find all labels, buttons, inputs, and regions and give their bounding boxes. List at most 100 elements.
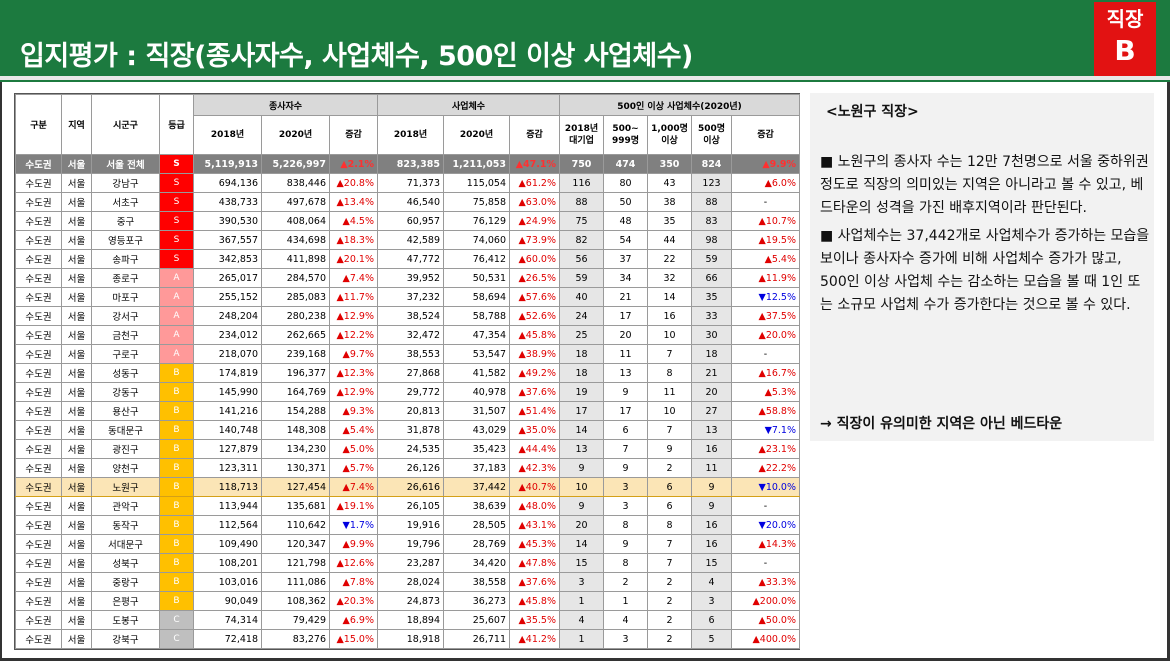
row-category: 수도권 xyxy=(15,344,62,364)
title-divider xyxy=(0,76,1170,80)
row-workers-2018: 174,819 xyxy=(193,363,262,383)
table-row: 수도권 서울 성동구 B 174,819 196,377 ▲12.3% 27,868 41,58… xyxy=(15,363,801,383)
row-workers-2020: 262,665 xyxy=(261,325,330,345)
row-district: 동대문구 xyxy=(91,420,160,440)
row-workers-change: ▲4.5% xyxy=(329,211,378,231)
row-category: 수도권 xyxy=(15,553,62,573)
row-large-1000: 2 xyxy=(647,610,692,630)
table-row: 수도권 서울 구로구 A 218,070 239,168 ▲9.7% 38,553 53,547… xyxy=(15,344,801,364)
row-large-1000: 32 xyxy=(647,268,692,288)
header-biz-2018: 2018년 xyxy=(377,115,444,155)
row-biz-2020: 37,442 xyxy=(443,477,510,497)
table-row: 수도권 서울 영등포구 S 367,557 434,698 ▲18.3% 42,589 74,0… xyxy=(15,230,801,250)
header-large-500-999: 500~ 999명 xyxy=(603,115,648,155)
row-large-change: ▲22.2% xyxy=(730,458,801,478)
row-biz-2018: 823,385 xyxy=(377,154,444,174)
row-biz-change: ▲40.7% xyxy=(509,477,560,497)
row-workers-change: ▲12.9% xyxy=(329,306,378,326)
row-large-500-999: 474 xyxy=(603,154,648,174)
row-large-500: 13 xyxy=(691,420,732,440)
row-workers-change: ▲20.1% xyxy=(329,249,378,269)
row-category: 수도권 xyxy=(15,420,62,440)
row-category: 수도권 xyxy=(15,192,62,212)
row-workers-2018: 218,070 xyxy=(193,344,262,364)
row-large-2018: 14 xyxy=(559,534,604,554)
row-grade: B xyxy=(159,458,194,478)
row-workers-2020: 121,798 xyxy=(261,553,330,573)
row-large-500: 16 xyxy=(691,515,732,535)
row-category: 수도권 xyxy=(15,534,62,554)
row-large-500-999: 34 xyxy=(603,268,648,288)
row-region: 서울 xyxy=(61,249,92,269)
badge-grade: B xyxy=(1114,34,1136,67)
row-biz-2020: 31,507 xyxy=(443,401,510,421)
row-workers-change: ▲7.8% xyxy=(329,572,378,592)
header-row-sub: 2018년 2020년 증감 2018년 2020년 증감 2018년 대기업 … xyxy=(16,115,801,155)
row-biz-change: ▲41.2% xyxy=(509,629,560,649)
row-biz-2018: 38,553 xyxy=(377,344,444,364)
row-biz-2018: 47,772 xyxy=(377,249,444,269)
row-biz-2020: 28,769 xyxy=(443,534,510,554)
row-large-1000: 8 xyxy=(647,515,692,535)
row-district: 송파구 xyxy=(91,249,160,269)
table-row: 수도권 서울 용산구 B 141,216 154,288 ▲9.3% 20,813 31,507… xyxy=(15,401,801,421)
table-row: 수도권 서울 노원구 B 118,713 127,454 ▲7.4% 26,616 37,442… xyxy=(15,477,801,497)
row-large-change: - xyxy=(730,192,801,212)
row-large-500-999: 9 xyxy=(603,382,648,402)
header-workers-2020: 2020년 xyxy=(261,115,330,155)
table-row: 수도권 서울 관악구 B 113,944 135,681 ▲19.1% 26,105 38,63… xyxy=(15,496,801,516)
row-large-1000: 6 xyxy=(647,496,692,516)
row-biz-change: ▲35.0% xyxy=(509,420,560,440)
header-large-2018: 2018년 대기업 xyxy=(559,115,604,155)
row-region: 서울 xyxy=(61,230,92,250)
row-workers-2020: 130,371 xyxy=(261,458,330,478)
row-workers-2018: 112,564 xyxy=(193,515,262,535)
row-biz-2020: 115,054 xyxy=(443,173,510,193)
row-large-1000: 7 xyxy=(647,420,692,440)
row-workers-2018: 113,944 xyxy=(193,496,262,516)
row-biz-change: ▲44.4% xyxy=(509,439,560,459)
row-grade: C xyxy=(159,610,194,630)
row-workers-change: ▲19.1% xyxy=(329,496,378,516)
header-biz-change: 증감 xyxy=(509,115,560,155)
header-workers-change: 증감 xyxy=(329,115,378,155)
row-large-change: ▲9.9% xyxy=(730,154,801,174)
row-biz-2020: 53,547 xyxy=(443,344,510,364)
panel-conclusion: → 직장이 유의미한 지역은 아닌 베드타운 xyxy=(820,416,1063,432)
header-large-businesses: 500인 이상 사업체수(2020년) xyxy=(558,94,801,116)
row-large-500-999: 50 xyxy=(603,192,648,212)
row-region: 서울 xyxy=(61,363,92,383)
row-region: 서울 xyxy=(61,401,92,421)
table-row: 수도권 서울 동작구 B 112,564 110,642 ▼1.7% 19,916 28,505… xyxy=(15,515,801,535)
row-district: 광진구 xyxy=(91,439,160,459)
row-region: 서울 xyxy=(61,154,92,174)
row-large-1000: 16 xyxy=(647,306,692,326)
row-large-2018: 3 xyxy=(559,572,604,592)
row-workers-2018: 108,201 xyxy=(193,553,262,573)
row-large-2018: 14 xyxy=(559,420,604,440)
row-large-500: 33 xyxy=(691,306,732,326)
row-biz-2018: 24,873 xyxy=(377,591,444,611)
row-large-2018: 17 xyxy=(559,401,604,421)
row-grade: A xyxy=(159,344,194,364)
row-large-1000: 2 xyxy=(647,458,692,478)
row-large-1000: 10 xyxy=(647,401,692,421)
row-biz-change: ▲57.6% xyxy=(509,287,560,307)
row-large-500-999: 8 xyxy=(603,515,648,535)
row-grade: S xyxy=(159,173,194,193)
row-district: 마포구 xyxy=(91,287,160,307)
row-large-500: 83 xyxy=(691,211,732,231)
table-row: 수도권 서울 강남구 S 694,136 838,446 ▲20.8% 71,373 115,0… xyxy=(15,173,801,193)
row-biz-change: ▲45.3% xyxy=(509,534,560,554)
row-region: 서울 xyxy=(61,515,92,535)
row-category: 수도권 xyxy=(15,268,62,288)
row-category: 수도권 xyxy=(15,610,62,630)
panel-body: ■ 노원구의 종사자 수는 12만 7천명으로 서울 중하위권정도로 직장의 의… xyxy=(820,151,1152,322)
row-biz-change: ▲37.6% xyxy=(509,572,560,592)
row-workers-2018: 72,418 xyxy=(193,629,262,649)
row-grade: B xyxy=(159,572,194,592)
row-workers-2020: 838,446 xyxy=(261,173,330,193)
row-workers-change: ▲9.7% xyxy=(329,344,378,364)
row-biz-2020: 58,788 xyxy=(443,306,510,326)
row-district: 서초구 xyxy=(91,192,160,212)
